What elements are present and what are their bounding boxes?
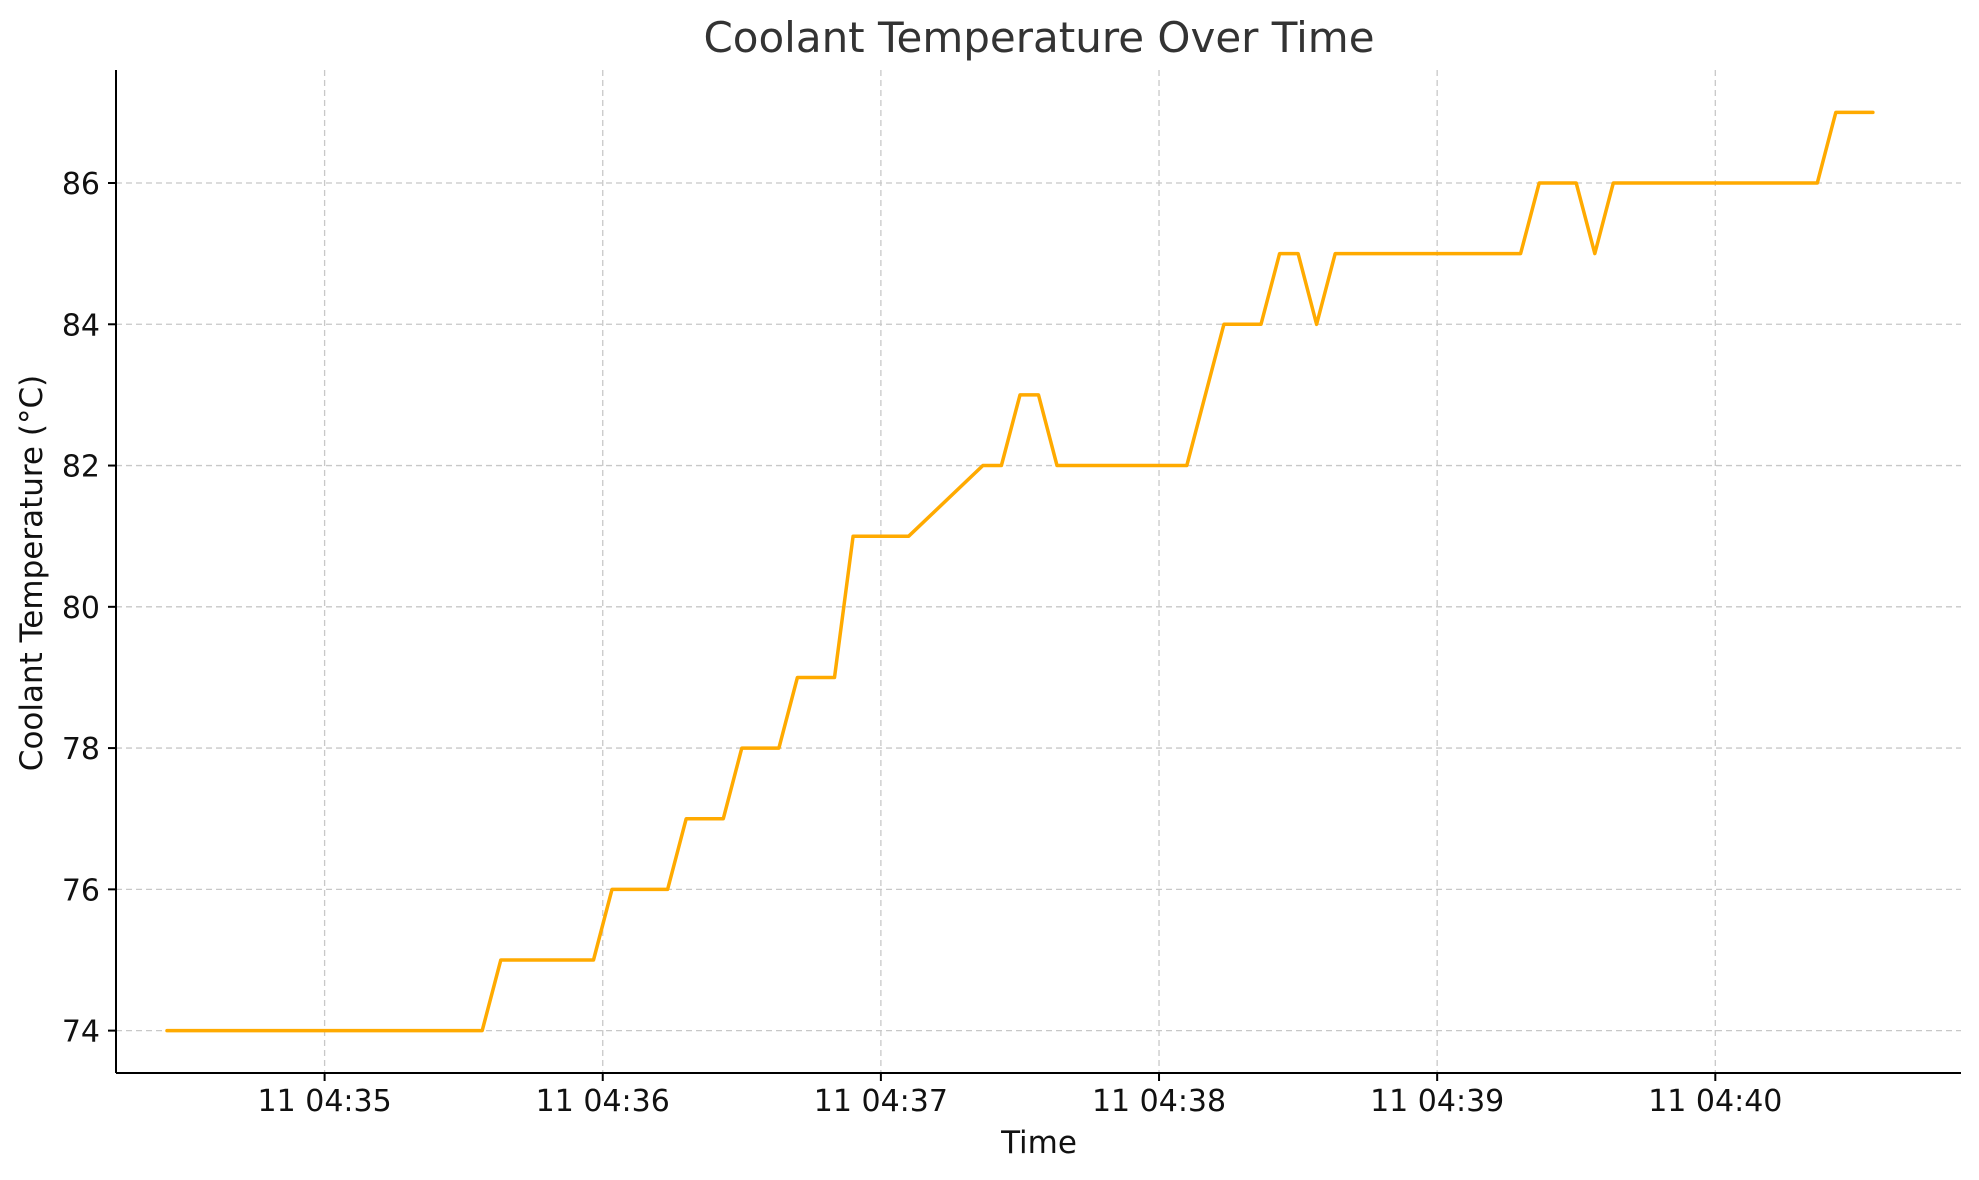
data-point [721,817,725,821]
data-point [1537,181,1541,185]
data-point [999,464,1003,468]
y-tick-label: 80 [62,591,100,626]
data-point [1037,393,1041,397]
x-tick-label: 11 04:39 [1370,1084,1504,1119]
data-point [480,1029,484,1033]
grid-layer [116,70,1961,1073]
y-tick-label: 82 [62,450,100,485]
data-point [795,675,799,679]
x-tick-label: 11 04:40 [1648,1084,1782,1119]
data-point [1278,252,1282,256]
x-axis-label: Time [1000,1125,1077,1161]
data-point [1055,464,1059,468]
data-point [666,887,670,891]
x-tick-label: 11 04:37 [814,1084,948,1119]
chart-title: Coolant Temperature Over Time [703,13,1374,62]
x-tick-label: 11 04:38 [1092,1084,1226,1119]
data-point [851,534,855,538]
data-point [1815,181,1819,185]
y-tick-label: 84 [62,308,100,343]
data-point [591,958,595,962]
data-point [777,746,781,750]
data-point [1519,252,1523,256]
data-point [1593,252,1597,256]
data-point [1574,181,1578,185]
data-point [907,534,911,538]
data-point [833,675,837,679]
y-tick-label: 74 [62,1015,100,1050]
data-point [740,746,744,750]
data-point [1871,110,1875,114]
y-axis-label: Coolant Temperature (°C) [14,375,50,771]
series-line [165,110,1875,1033]
data-point [1259,322,1263,326]
data-point [1611,181,1615,185]
y-tick-label: 78 [62,732,100,767]
series-layer [165,110,1875,1033]
data-point [1315,322,1319,326]
data-point [1018,393,1022,397]
data-point [1185,464,1189,468]
data-point [1296,252,1300,256]
data-point [1834,110,1838,114]
x-tick-label: 11 04:36 [536,1084,670,1119]
y-tick-label: 86 [62,167,100,202]
x-tick-label: 11 04:35 [258,1084,392,1119]
data-point [165,1029,169,1033]
data-point [981,464,985,468]
data-point [684,817,688,821]
y-tick-label: 76 [62,873,100,908]
data-point [1333,252,1337,256]
data-point [610,887,614,891]
axes: 74 76 78 80 82 84 86 11 04:35 11 04:36 11 04:37 11… [62,70,1961,1119]
data-point [499,958,503,962]
data-point [1222,322,1226,326]
